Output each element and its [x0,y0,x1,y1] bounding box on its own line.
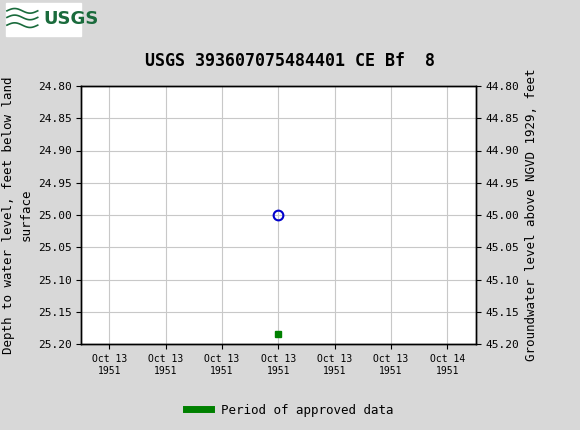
Legend: Period of approved data: Period of approved data [181,399,399,421]
Text: USGS 393607075484401 CE Bf  8: USGS 393607075484401 CE Bf 8 [145,52,435,70]
Text: USGS: USGS [44,10,99,28]
Y-axis label: Groundwater level above NGVD 1929, feet: Groundwater level above NGVD 1929, feet [525,69,538,361]
Y-axis label: Depth to water level, feet below land
surface: Depth to water level, feet below land su… [2,76,32,354]
